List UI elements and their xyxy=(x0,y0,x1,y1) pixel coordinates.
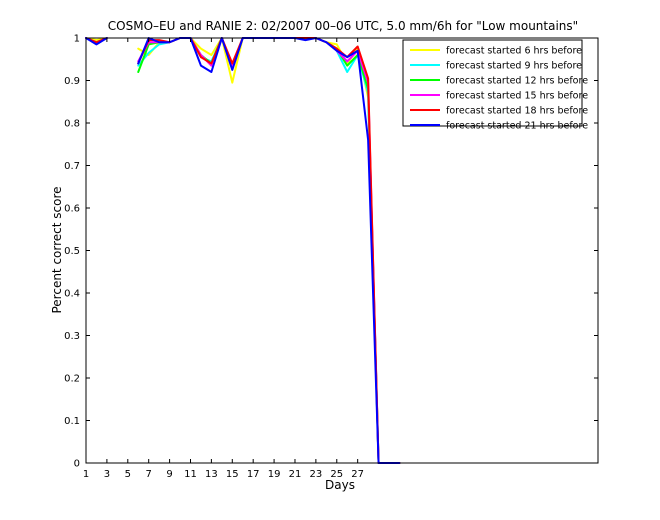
x-tick-label: 3 xyxy=(104,469,110,480)
x-tick-label: 7 xyxy=(146,469,152,480)
x-tick-label: 15 xyxy=(226,469,239,480)
y-tick-label: 0.8 xyxy=(64,119,80,130)
legend-entry: forecast started 21 hrs before xyxy=(410,121,588,132)
legend-entries: forecast started 6 hrs before forecast st… xyxy=(410,46,588,132)
legend-entry: forecast started 15 hrs before xyxy=(410,91,588,102)
x-tick-label: 27 xyxy=(351,469,364,480)
y-tick-label: 0.9 xyxy=(64,76,80,87)
legend-entry: forecast started 6 hrs before xyxy=(410,46,582,57)
y-tick-label: 0.3 xyxy=(64,331,80,342)
x-axis-label: Days xyxy=(325,478,355,492)
legend: forecast started 6 hrs before forecast st… xyxy=(402,39,588,132)
legend-entry: forecast started 12 hrs before xyxy=(410,76,588,87)
x-tick-label: 11 xyxy=(184,469,197,480)
legend-entry: forecast started 18 hrs before xyxy=(410,106,588,117)
legend-label: forecast started 18 hrs before xyxy=(446,106,588,117)
legend-label: forecast started 9 hrs before xyxy=(446,61,582,72)
x-axis-ticks: 1 3 5 7 9 11 13 15 17 19 21 23 25 27 xyxy=(83,38,364,480)
legend-label: forecast started 6 hrs before xyxy=(446,46,582,57)
y-tick-label: 0.2 xyxy=(64,374,80,385)
y-tick-label: 1 xyxy=(74,34,80,45)
y-tick-label: 0.6 xyxy=(64,204,80,215)
x-tick-label: 25 xyxy=(330,469,343,480)
y-axis-ticks: 0 0.1 0.2 0.3 0.4 0.5 0.6 0.7 0.8 0.9 1 xyxy=(64,34,598,470)
x-tick-label: 21 xyxy=(289,469,302,480)
y-tick-label: 0.7 xyxy=(64,161,80,172)
x-tick-label: 1 xyxy=(83,469,89,480)
legend-entry: forecast started 9 hrs before xyxy=(410,61,582,72)
x-tick-label: 19 xyxy=(268,469,281,480)
x-tick-label: 23 xyxy=(310,469,323,480)
y-tick-label: 0.1 xyxy=(64,416,80,427)
legend-box xyxy=(402,39,583,127)
y-tick-label: 0.4 xyxy=(64,289,80,300)
x-tick-label: 17 xyxy=(247,469,260,480)
legend-label: forecast started 15 hrs before xyxy=(446,91,588,102)
y-tick-label: 0 xyxy=(74,459,80,470)
x-tick-label: 5 xyxy=(125,469,131,480)
series-6-line-1 xyxy=(85,37,108,46)
y-tick-label: 0.5 xyxy=(64,246,80,257)
x-tick-label: 13 xyxy=(205,469,218,480)
x-tick-label: 9 xyxy=(166,469,172,480)
chart-title: COSMO–EU and RANIE 2: 02/2007 00–06 UTC,… xyxy=(108,19,578,33)
legend-label: forecast started 21 hrs before xyxy=(446,121,588,132)
legend-label: forecast started 12 hrs before xyxy=(446,76,588,87)
y-axis-label: Percent correct score xyxy=(50,186,64,313)
